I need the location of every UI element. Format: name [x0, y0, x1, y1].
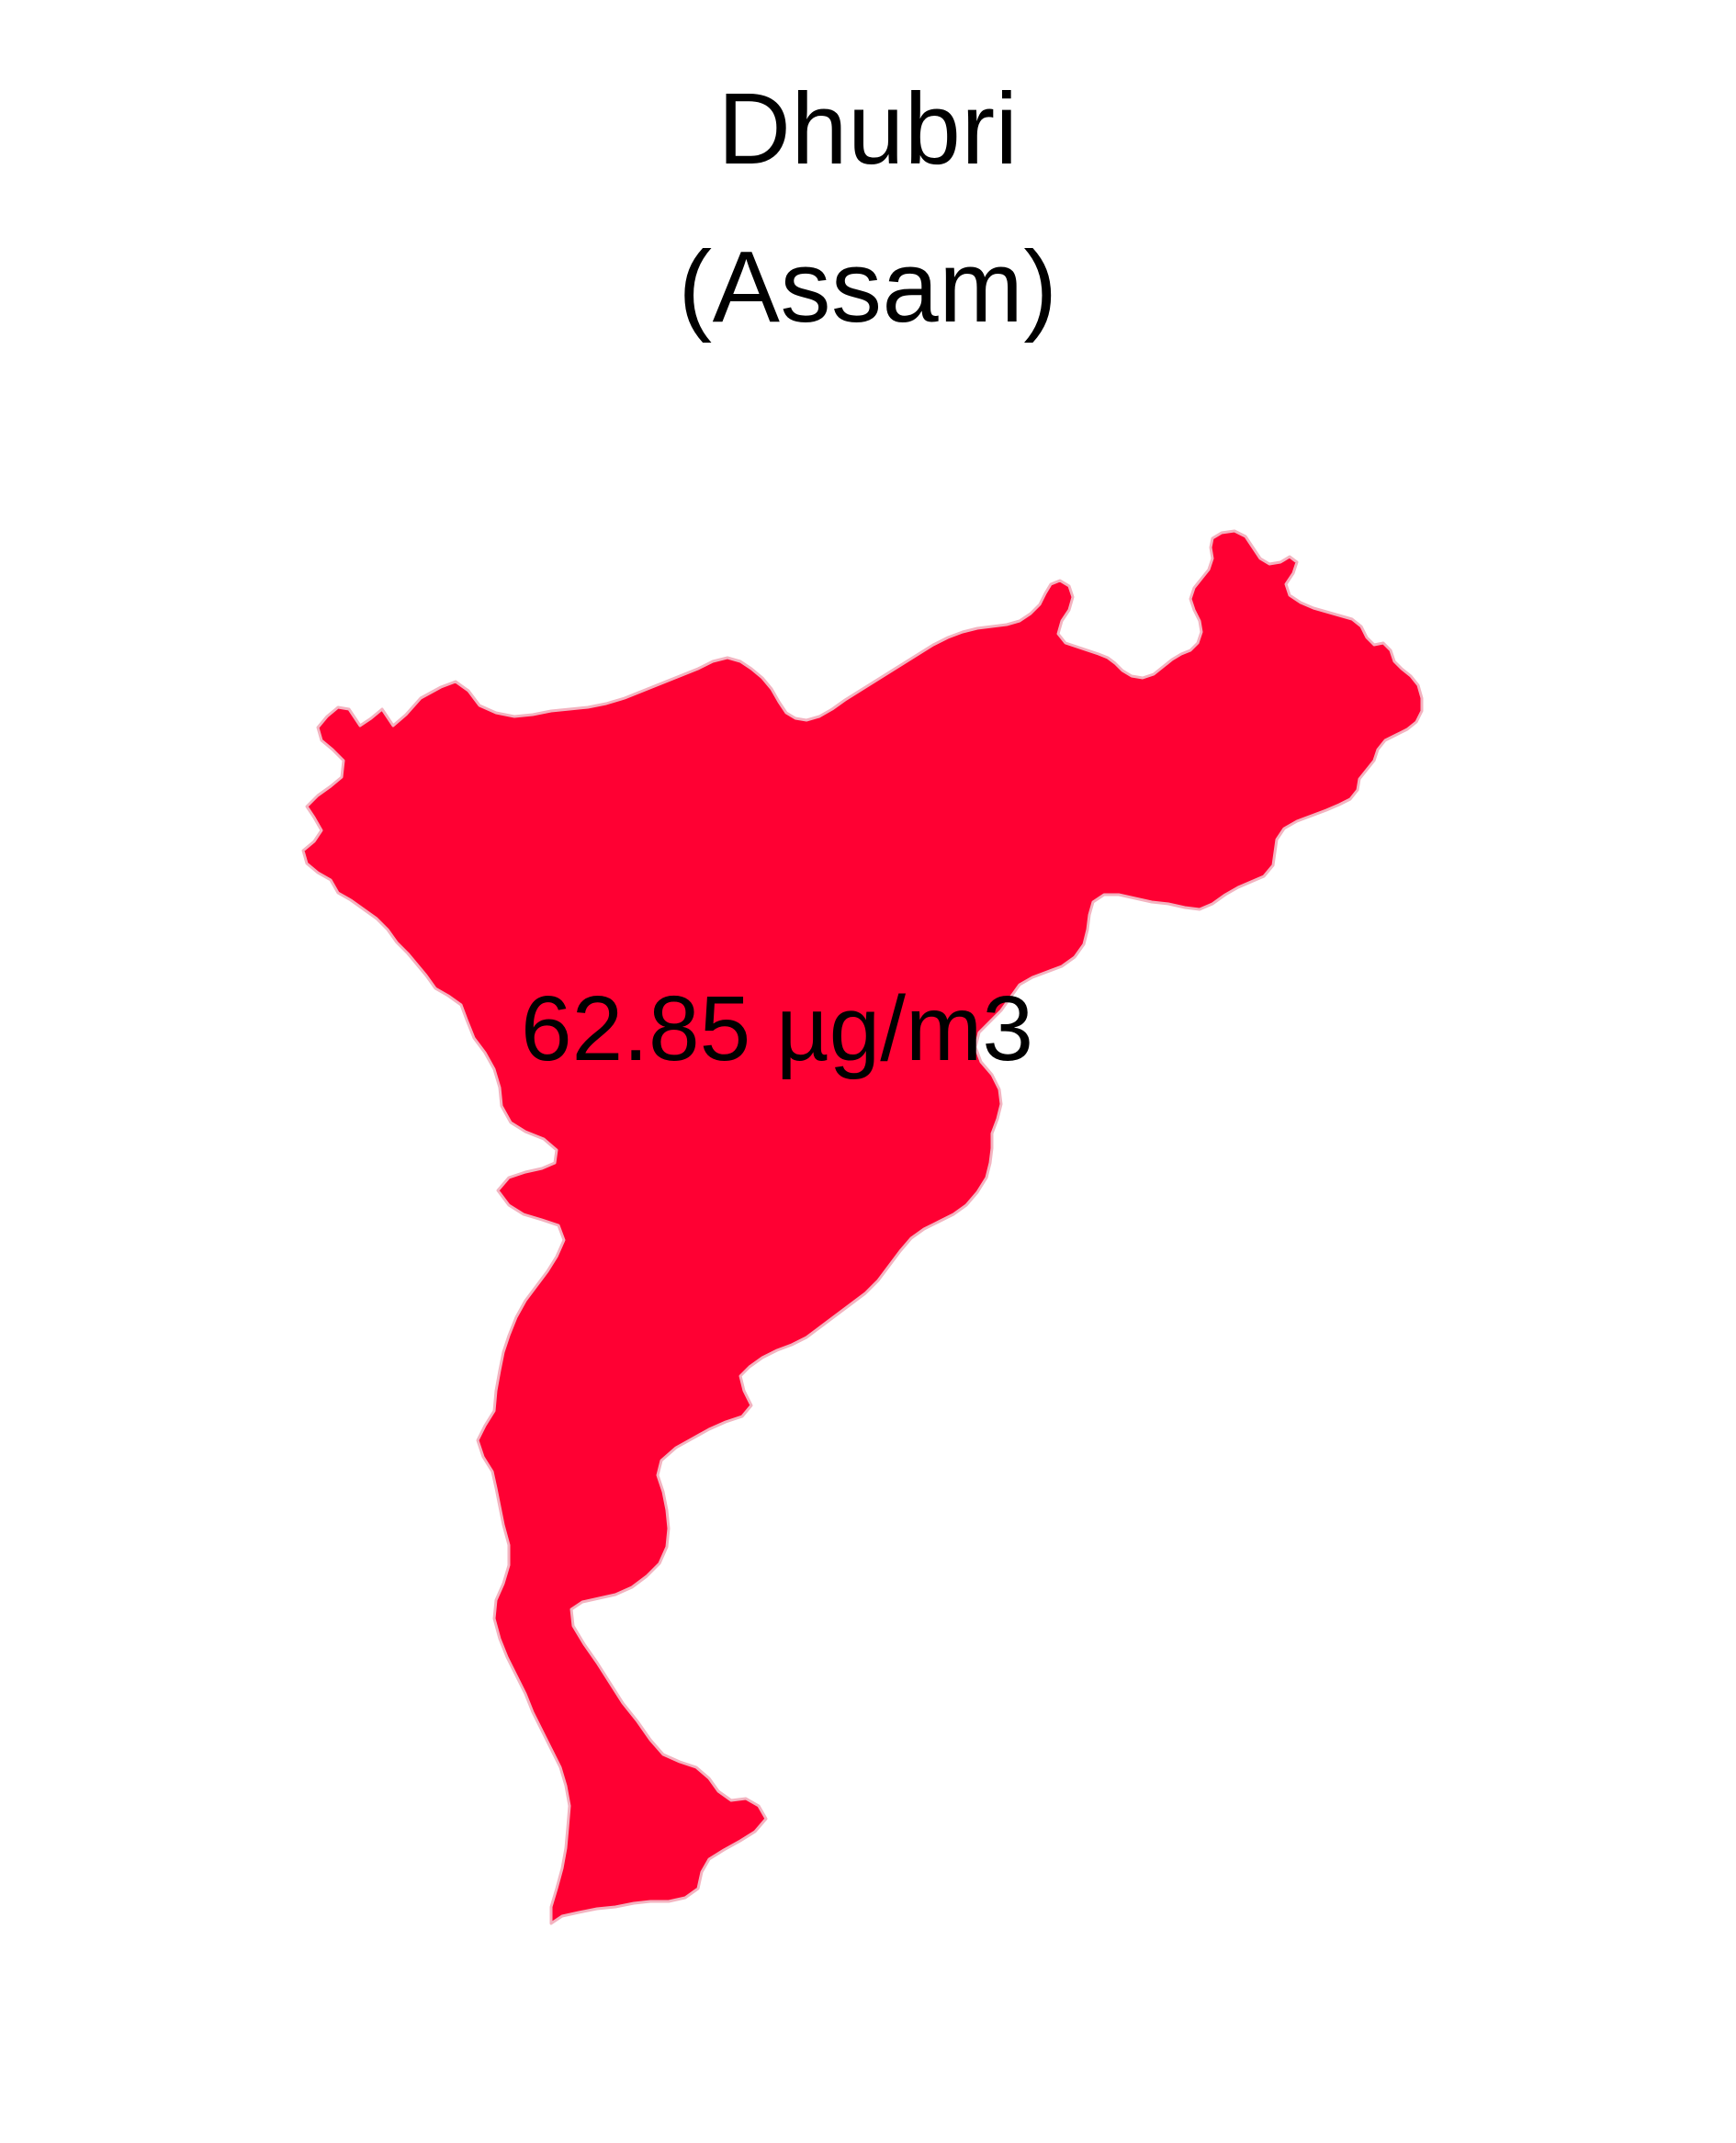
district-title: Dhubri — [717, 73, 1019, 186]
state-subtitle: (Assam) — [678, 231, 1058, 344]
map-title: Dhubri (Assam) — [0, 51, 1736, 367]
district-region-shape — [301, 529, 1424, 1925]
aqi-value-label: 62.85 µg/m3 — [521, 977, 1033, 1080]
